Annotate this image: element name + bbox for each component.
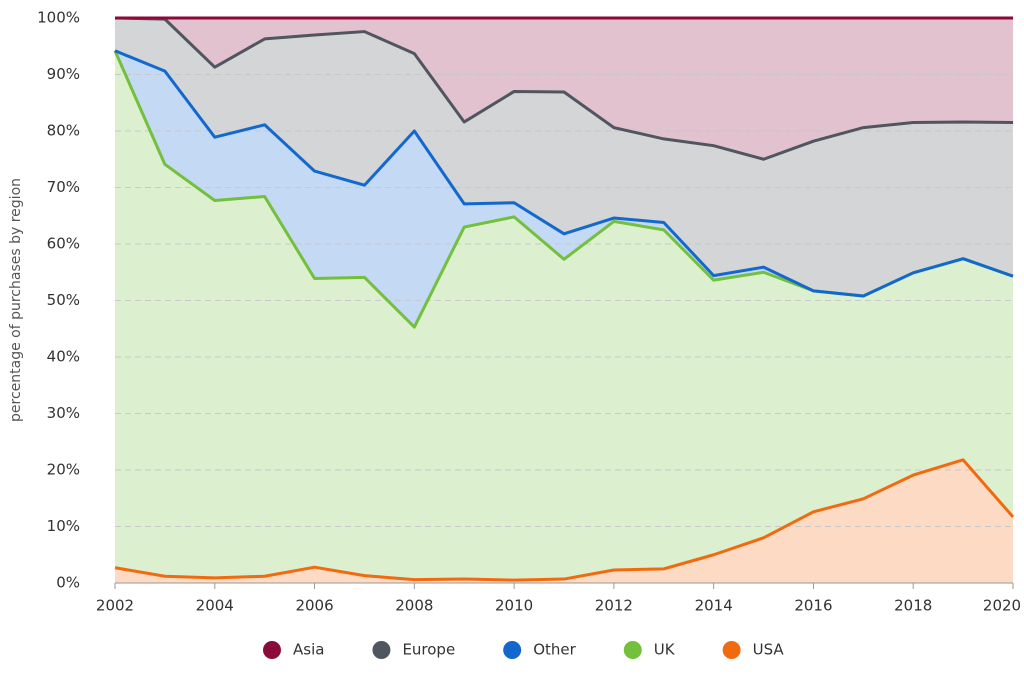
x-tick-label: 2006 <box>295 597 333 615</box>
area <box>115 50 1013 581</box>
area <box>115 18 1013 296</box>
x-tick-label: 2012 <box>595 597 633 615</box>
legend-marker <box>263 641 281 659</box>
line <box>114 458 1015 582</box>
legend-marker <box>503 641 522 659</box>
area <box>115 18 1013 160</box>
x-tick-label: 2002 <box>96 597 134 615</box>
line <box>114 49 1014 298</box>
y-axis-label: percentage of purchases by region <box>8 178 24 422</box>
y-tick-label: 60% <box>47 235 80 253</box>
x-tick-label: 2018 <box>894 597 932 615</box>
y-tick-label: 90% <box>47 65 80 83</box>
line <box>114 16 1014 161</box>
legend-marker <box>623 641 642 659</box>
y-tick-label: 0% <box>56 574 80 592</box>
y-tick-label: 40% <box>47 348 80 366</box>
area <box>115 459 1013 583</box>
y-tick-label: 10% <box>47 517 80 535</box>
y-tick-label: 100% <box>37 9 80 27</box>
y-tick-label: 30% <box>47 404 80 422</box>
legend-marker <box>372 641 391 659</box>
y-tick-label: 20% <box>47 461 80 479</box>
area <box>115 50 1013 328</box>
y-tick-label: 70% <box>47 178 80 196</box>
legend-label: UK <box>654 641 676 659</box>
x-tick-label: 2014 <box>695 597 733 615</box>
x-tick-label: 2008 <box>395 597 433 615</box>
legend-label: Europe <box>402 641 455 659</box>
x-tick-label: 2016 <box>794 597 832 615</box>
x-tick-label: 2010 <box>495 597 533 615</box>
legend-label: Other <box>533 641 576 659</box>
y-tick-label: 80% <box>47 122 80 140</box>
x-tick-label: 2020 <box>983 597 1021 615</box>
legend-label: Asia <box>293 641 324 659</box>
x-tick-label: 2004 <box>196 597 234 615</box>
legend-marker <box>722 641 741 659</box>
y-tick-label: 50% <box>47 291 80 309</box>
legend-label: USA <box>753 641 785 659</box>
